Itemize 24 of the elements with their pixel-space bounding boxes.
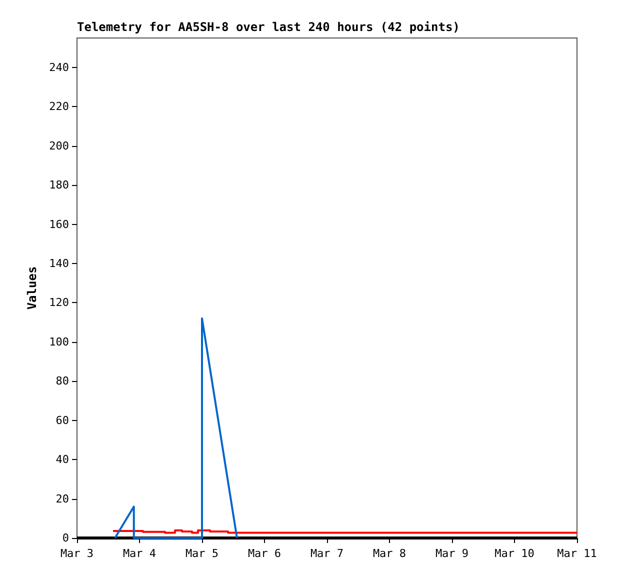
y-tick-label: 60 (56, 414, 69, 427)
chart-title: Telemetry for AA5SH-8 over last 240 hours (42 points) (77, 20, 460, 34)
y-tick-label: 0 (62, 532, 69, 544)
x-tick-label: Mar 7 (310, 547, 344, 560)
x-tick-label: Mar 11 (557, 547, 597, 560)
x-tick-label: Mar 6 (248, 547, 282, 560)
y-tick-label: 20 (56, 492, 69, 506)
x-tick-label: Mar 3 (60, 547, 94, 560)
y-tick-label: 120 (49, 296, 69, 310)
x-tick-label: Mar 8 (372, 547, 406, 560)
x-tick-label: Mar 9 (435, 547, 469, 560)
y-tick-label: 40 (56, 453, 69, 466)
y-tick-label: 80 (56, 374, 69, 388)
y-tick-label: 100 (49, 335, 69, 348)
y-tick-label: 140 (49, 256, 69, 270)
y-axis-title: Values (25, 266, 40, 310)
y-tick-label: 180 (49, 178, 69, 192)
y-tick-label: 200 (49, 139, 69, 152)
y-tick-label: 240 (49, 60, 69, 74)
x-tick-label: Mar 5 (185, 547, 219, 560)
x-tick-label: Mar 10 (494, 547, 534, 560)
y-tick-label: 220 (49, 100, 69, 114)
x-tick-label: Mar 4 (122, 547, 156, 560)
y-tick-label: 160 (49, 218, 69, 231)
